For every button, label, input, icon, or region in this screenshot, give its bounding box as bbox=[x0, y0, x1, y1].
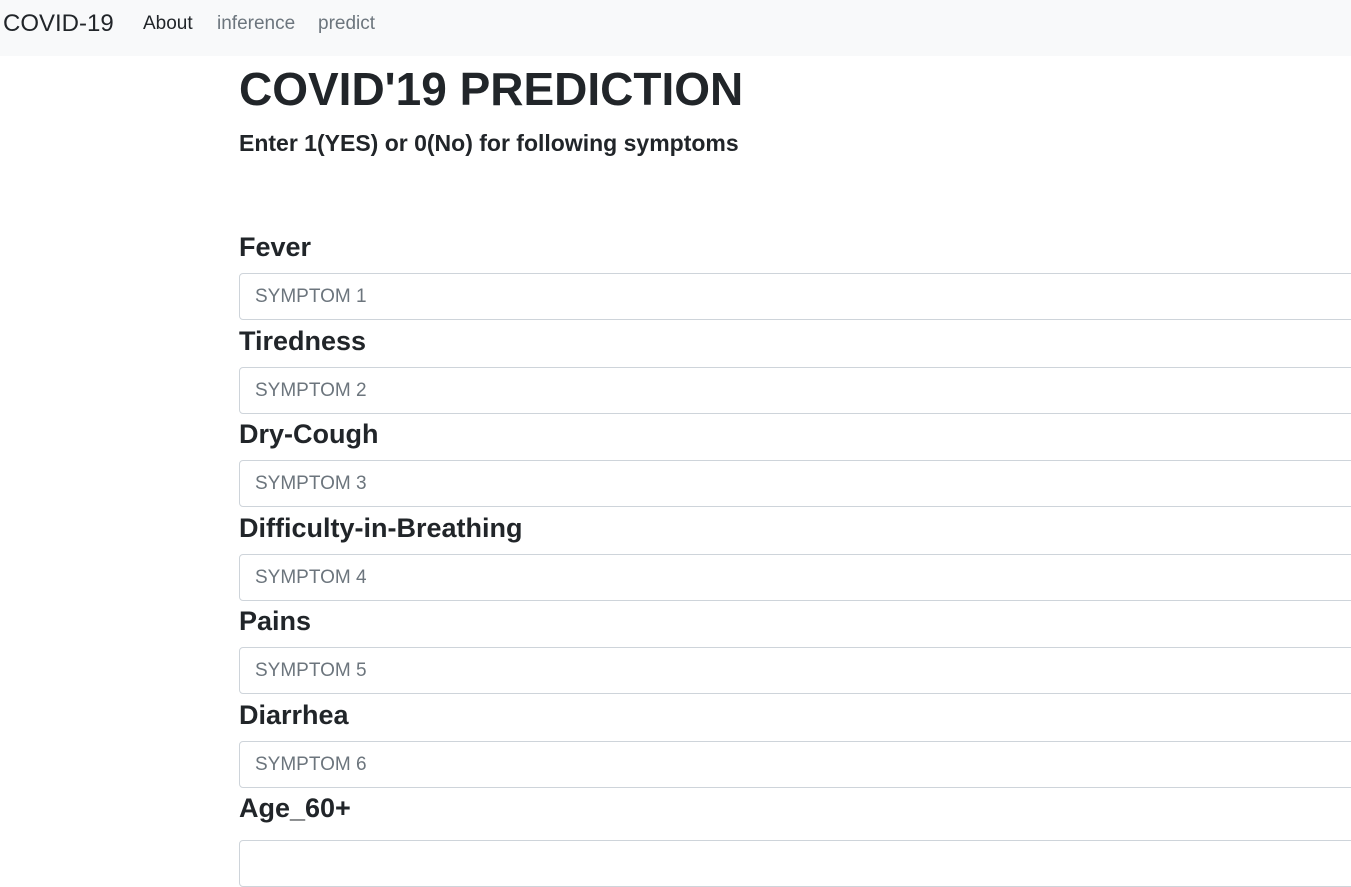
brand-link[interactable]: COVID-19 bbox=[3, 10, 114, 37]
age-60-label: Age_60+ bbox=[239, 793, 351, 823]
fever-label: Fever bbox=[239, 232, 312, 262]
nav-link-about[interactable]: About bbox=[143, 13, 193, 34]
page-subtitle: Enter 1(YES) or 0(No) for following symp… bbox=[239, 130, 739, 156]
navbar: COVID-19 About inference predict bbox=[0, 0, 1351, 56]
pains-label: Pains bbox=[239, 606, 312, 636]
diarrhea-label: Diarrhea bbox=[239, 700, 349, 730]
page-title: COVID'19 PREDICTION bbox=[239, 63, 744, 115]
tiredness-input[interactable] bbox=[239, 367, 1351, 414]
difficulty-in-breathing-label: Difficulty-in-Breathing bbox=[239, 513, 523, 543]
tiredness-label: Tiredness bbox=[239, 326, 367, 356]
difficulty-in-breathing-input[interactable] bbox=[239, 554, 1351, 601]
pains-input[interactable] bbox=[239, 647, 1351, 694]
nav-link-inference[interactable]: inference bbox=[217, 13, 296, 34]
age-60-input[interactable] bbox=[239, 840, 1351, 887]
fever-input[interactable] bbox=[239, 273, 1351, 320]
dry-cough-input[interactable] bbox=[239, 460, 1351, 507]
diarrhea-input[interactable] bbox=[239, 741, 1351, 788]
nav-link-predict[interactable]: predict bbox=[318, 13, 376, 34]
dry-cough-label: Dry-Cough bbox=[239, 419, 379, 449]
